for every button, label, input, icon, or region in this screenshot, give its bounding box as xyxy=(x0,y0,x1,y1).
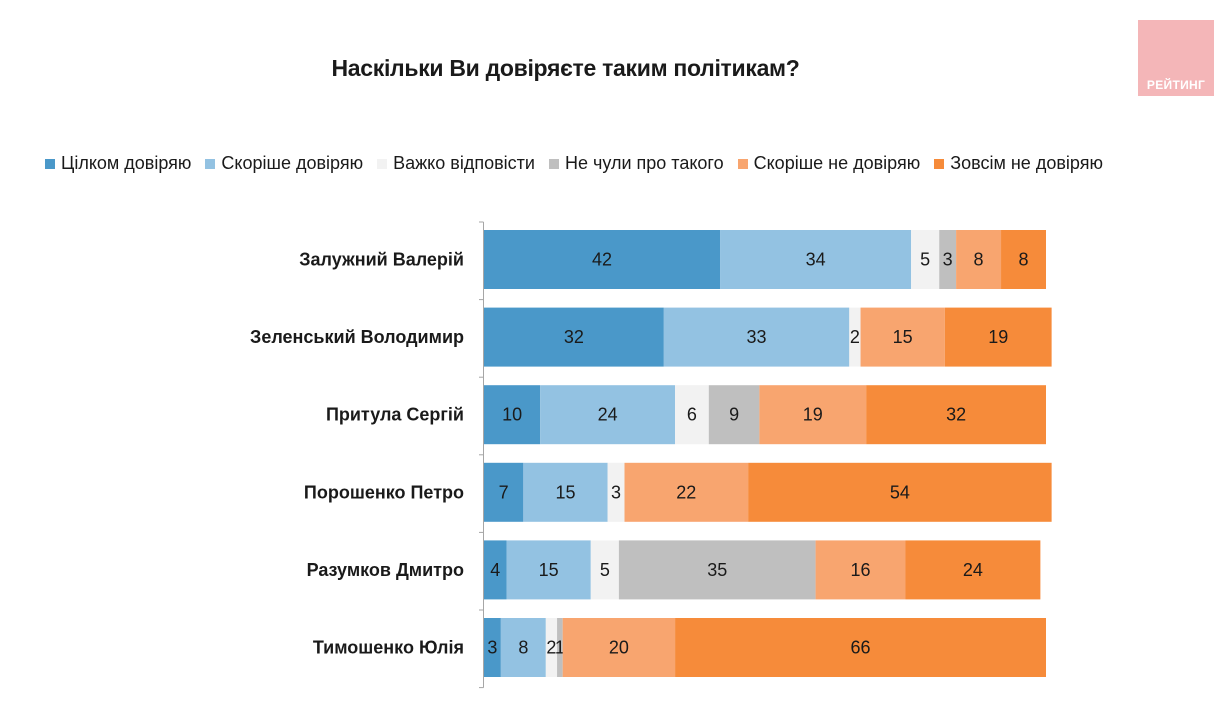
bar-segment xyxy=(506,540,591,600)
data-label: 3 xyxy=(943,250,953,270)
bar-segment xyxy=(562,618,676,677)
data-label: 8 xyxy=(518,638,528,658)
data-label: 24 xyxy=(598,405,618,425)
bar-segment xyxy=(956,230,1002,289)
data-label: 6 xyxy=(687,405,697,425)
bar-segment xyxy=(911,230,940,289)
data-label: 66 xyxy=(851,638,871,658)
legend-label: Зовсім не довіряю xyxy=(950,153,1103,173)
bar-segment xyxy=(523,462,608,522)
bar-segment xyxy=(484,540,507,600)
bar-segment xyxy=(500,618,546,677)
data-label: 54 xyxy=(890,482,910,502)
data-label: 42 xyxy=(592,250,612,270)
data-label: 1 xyxy=(555,638,565,658)
category-label: Зеленський Володимир xyxy=(250,327,464,347)
data-label: 16 xyxy=(851,560,871,580)
bar-segment xyxy=(607,462,625,522)
data-label: 8 xyxy=(974,250,984,270)
bar-segment xyxy=(675,385,709,445)
bar-segment xyxy=(663,307,850,367)
legend-label: Важко відповісти xyxy=(393,153,535,173)
bar-segment xyxy=(944,307,1052,367)
bar-segment xyxy=(849,307,861,367)
bar-segment xyxy=(866,385,1046,445)
data-label: 3 xyxy=(611,482,621,502)
bar-segment xyxy=(590,540,619,600)
legend-item: Скоріше не довіряю xyxy=(737,153,921,174)
bar-segment xyxy=(540,385,676,445)
data-label: 22 xyxy=(676,482,696,502)
chart-legend: Цілком довіряю Скоріше довіряю Важко відпо… xyxy=(45,153,1117,174)
data-label: 5 xyxy=(920,250,930,270)
legend-swatch xyxy=(934,158,945,169)
bar-segment xyxy=(624,462,749,522)
category-label: Тимошенко Юлія xyxy=(313,638,464,658)
data-label: 35 xyxy=(707,560,727,580)
data-label: 4 xyxy=(490,560,500,580)
legend-swatch xyxy=(45,158,55,169)
category-label: Порошенко Петро xyxy=(304,482,464,502)
bar-segment xyxy=(905,540,1041,600)
category-label: Залужний Валерій xyxy=(299,250,464,270)
legend-item: Цілком довіряю xyxy=(45,153,191,174)
data-label: 33 xyxy=(747,327,767,347)
bar-segment xyxy=(545,618,558,677)
bar-segment xyxy=(484,230,721,289)
legend-label: Скоріше не довіряю xyxy=(753,153,921,173)
logo-text: РЕЙТИНГ xyxy=(1146,78,1206,92)
bar-segment xyxy=(1001,230,1046,289)
data-label: 24 xyxy=(963,560,983,580)
legend-item: Важко відповісти xyxy=(377,153,535,174)
bar-segment xyxy=(815,540,906,600)
data-label: 20 xyxy=(609,638,629,658)
legend-swatch xyxy=(737,158,748,169)
data-label: 3 xyxy=(487,638,497,658)
data-label: 19 xyxy=(803,405,823,425)
legend-label: Скоріше довіряю xyxy=(221,153,364,173)
bar-segment xyxy=(860,307,945,367)
category-label: Разумков Дмитро xyxy=(307,560,464,580)
bar-segment xyxy=(618,540,816,600)
bar-segment xyxy=(759,385,867,445)
data-label: 32 xyxy=(946,405,966,425)
legend-swatch xyxy=(548,158,559,169)
data-label: 2 xyxy=(850,327,860,347)
data-label: 9 xyxy=(729,405,739,425)
data-label: 10 xyxy=(502,405,522,425)
bar-segment xyxy=(484,385,541,445)
bar-segment xyxy=(557,618,563,677)
legend-label: Не чули про такого xyxy=(564,153,724,173)
bar-segment xyxy=(484,462,524,522)
legend-item: Скоріше довіряю xyxy=(205,153,363,174)
data-label: 5 xyxy=(600,560,610,580)
data-label: 8 xyxy=(1019,250,1029,270)
bar-segment xyxy=(484,307,664,367)
chart-title: Наскільки Ви довіряєте таким політикам? xyxy=(331,55,800,81)
data-label: 19 xyxy=(988,327,1008,347)
data-label: 15 xyxy=(893,327,913,347)
data-label: 32 xyxy=(564,327,584,347)
bar-segment xyxy=(708,385,760,445)
category-label: Притула Сергій xyxy=(326,405,464,425)
data-label: 7 xyxy=(499,482,509,502)
bar-segment xyxy=(748,462,1052,522)
legend-item: Не чули про такого xyxy=(548,153,724,174)
bar-segment xyxy=(484,618,501,677)
data-label: 15 xyxy=(555,482,575,502)
rating-logo: РЕЙТИНГ xyxy=(1138,20,1214,96)
data-label: 2 xyxy=(546,638,556,658)
data-label: 34 xyxy=(806,250,826,270)
legend-swatch xyxy=(377,158,388,169)
data-label: 15 xyxy=(539,560,559,580)
bar-segment xyxy=(675,618,1046,677)
legend-swatch xyxy=(205,158,216,169)
bar-segment xyxy=(939,230,957,289)
legend-label: Цілком довіряю xyxy=(61,153,192,173)
legend-item: Зовсім не довіряю xyxy=(934,153,1103,174)
bar-segment xyxy=(720,230,912,289)
